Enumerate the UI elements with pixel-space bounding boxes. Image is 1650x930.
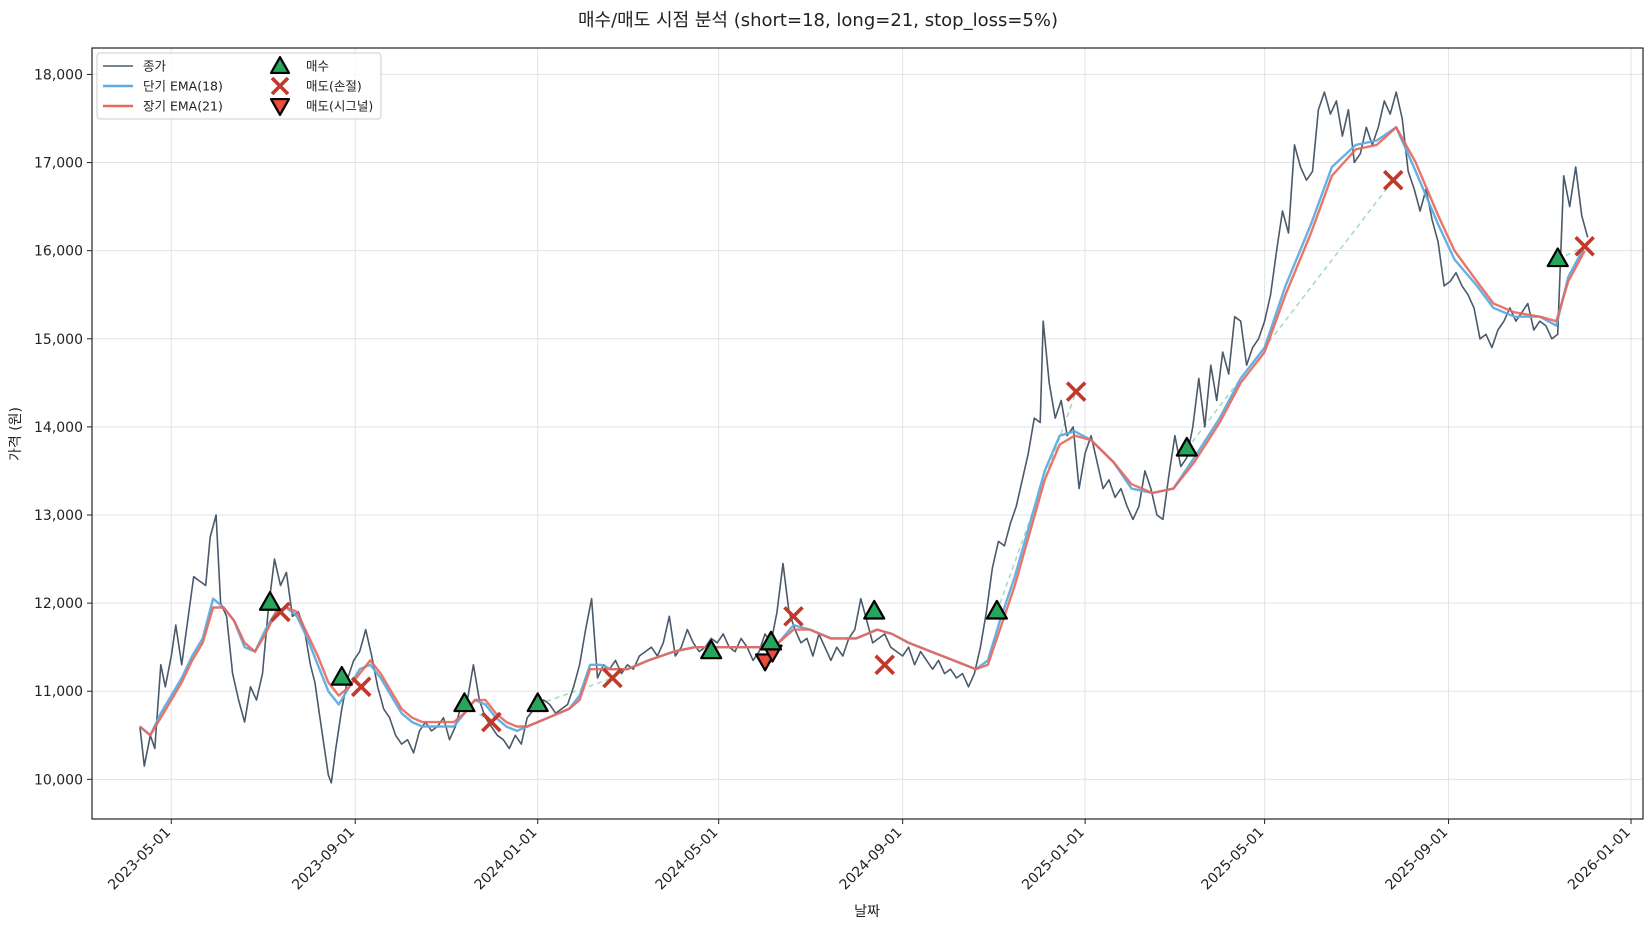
sell-stop-marker: [1574, 235, 1595, 257]
sell-stop-marker: [783, 606, 804, 627]
buy-marker: [700, 639, 723, 660]
legend-label: 종가: [143, 59, 167, 74]
legend-swatch-sell-stop: [270, 76, 290, 96]
buy-marker: [1175, 436, 1198, 457]
y-axis: 10,000 11,000 12,000 13,000 14,000 15,000 16,0…: [34, 67, 92, 788]
buy-marker: [1546, 247, 1569, 268]
y-tick-label: 10,000: [34, 772, 83, 788]
y-tick-label: 17,000: [34, 156, 83, 172]
buy-marker: [863, 599, 886, 620]
y-tick-label: 11,000: [34, 684, 83, 700]
buy-marker: [985, 599, 1008, 620]
chart-title: 매수/매도 시점 분석 (short=18, long=21, stop_los…: [578, 10, 1058, 31]
buy-marker: [258, 591, 282, 611]
plot-frame: [91, 47, 1644, 820]
y-tick-label: 15,000: [34, 332, 83, 348]
y-tick-label: 12,000: [34, 596, 83, 612]
legend-label: 매도(손절): [306, 79, 362, 94]
legend-label: 장기 EMA(21): [143, 99, 223, 114]
series-layer: [139, 91, 1589, 784]
legend-label: 매도(시그널): [306, 99, 373, 114]
series-ema-long: [139, 126, 1586, 737]
trade-link: [537, 677, 613, 706]
marker-layer: [258, 169, 1595, 733]
x-axis-label: 날짜: [854, 904, 880, 920]
legend-swatch-sell-signal: [269, 97, 291, 117]
legend-swatch-buy: [269, 55, 291, 75]
buy-marker: [453, 692, 476, 713]
buy-marker: [759, 630, 783, 651]
legend-label: 단기 EMA(18): [143, 79, 223, 94]
y-axis-label: 가격 (원): [8, 407, 24, 461]
sell-stop-marker: [602, 667, 623, 689]
sell-stop-marker: [481, 711, 502, 733]
y-tick-label: 16,000: [34, 244, 83, 260]
y-tick-label: 18,000: [34, 67, 83, 83]
sell-stop-marker: [1065, 381, 1087, 402]
y-tick-label: 13,000: [34, 508, 83, 524]
buy-marker: [526, 692, 549, 713]
y-tick-label: 14,000: [34, 420, 83, 436]
sell-stop-marker: [874, 654, 895, 676]
legend-label: 매수: [306, 59, 329, 74]
sell-stop-marker: [350, 676, 372, 698]
buy-marker: [330, 665, 353, 686]
legend-box: [96, 52, 382, 120]
series-close: [139, 91, 1589, 784]
trade-link: [1186, 179, 1394, 450]
sell-stop-marker: [1382, 169, 1404, 191]
